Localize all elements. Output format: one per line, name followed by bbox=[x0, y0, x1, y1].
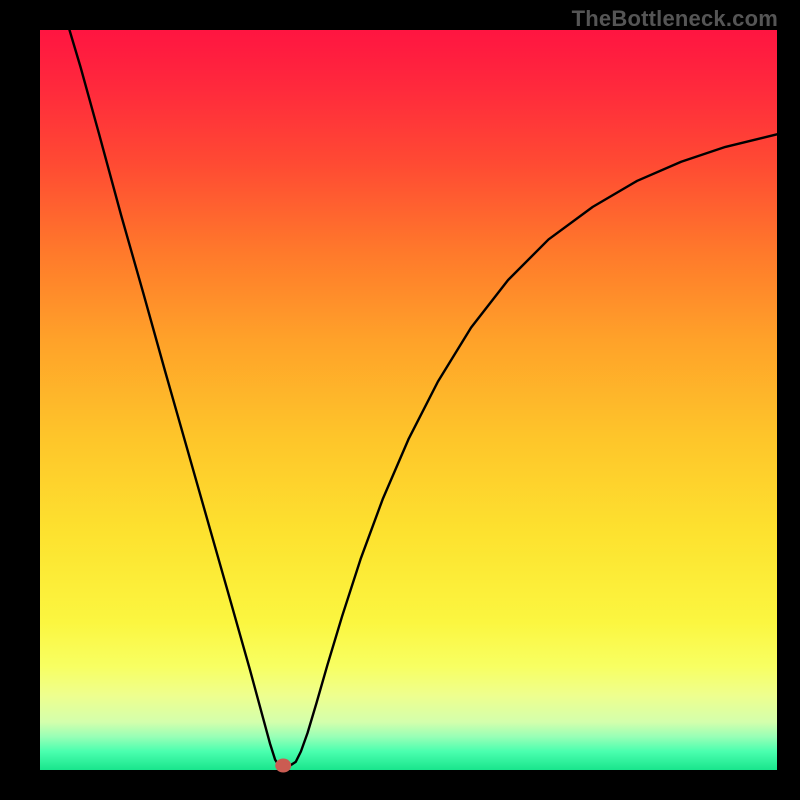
chart-frame: TheBottleneck.com bbox=[0, 0, 800, 800]
watermark-label: TheBottleneck.com bbox=[572, 6, 778, 32]
optimal-point-marker bbox=[275, 759, 291, 773]
bottleneck-chart bbox=[0, 0, 800, 800]
plot-area bbox=[40, 30, 777, 770]
